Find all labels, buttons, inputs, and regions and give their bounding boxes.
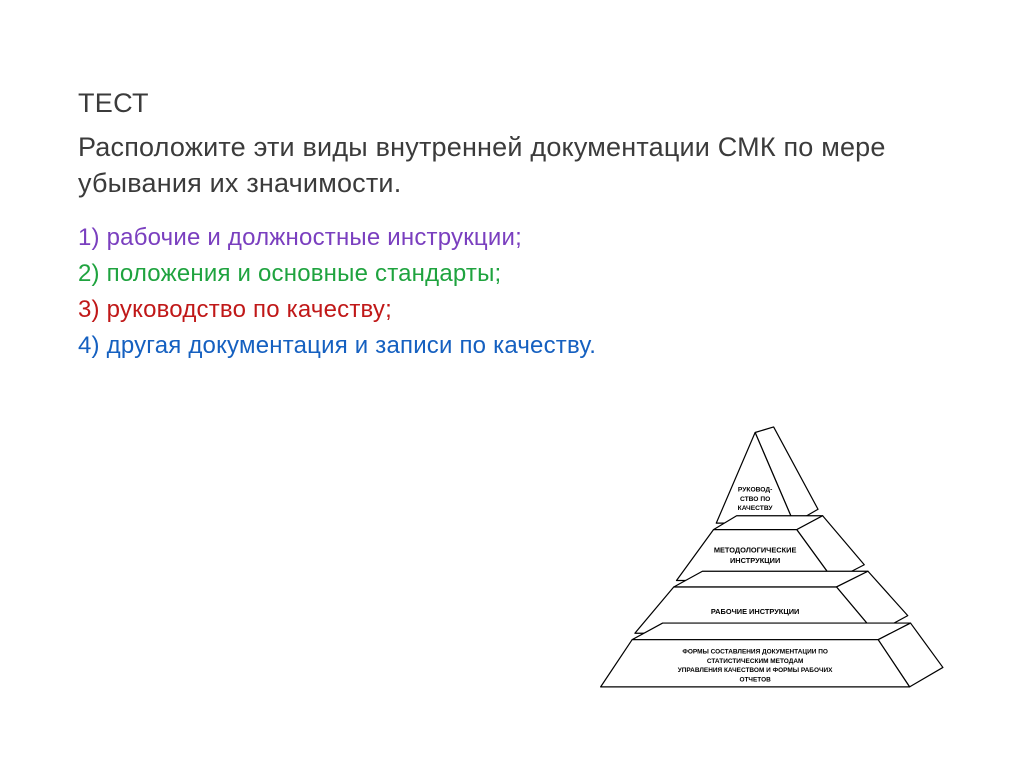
pyramid-level-label: РУКОВОД-СТВО ПОКАЧЕСТВУ [738, 487, 774, 513]
option-number: 2) [78, 260, 100, 287]
option-item: 2) положения и основные стандарты; [78, 256, 964, 292]
option-text: рабочие и должностные инструкции; [100, 224, 522, 251]
pyramid-level: ФОРМЫ СОСТАВЛЕНИЯ ДОКУМЕНТАЦИИ ПОСТАТИСТ… [601, 623, 943, 687]
option-number: 1) [78, 224, 100, 251]
option-number: 4) [78, 332, 100, 359]
option-text: руководство по качеству; [100, 296, 392, 323]
option-text: другая документация и записи по качеству… [100, 332, 596, 359]
option-item: 3) руководство по качеству; [78, 292, 964, 328]
option-item: 4) другая документация и записи по качес… [78, 328, 964, 364]
pyramid-level-label: РАБОЧИЕ ИНСТРУКЦИИ [711, 607, 799, 616]
option-number: 3) [78, 296, 100, 323]
slide-subtitle: Расположите эти виды внутренней документ… [78, 129, 964, 202]
slide-title: ТЕСТ [78, 88, 964, 119]
pyramid-level: РУКОВОД-СТВО ПОКАЧЕСТВУ [716, 427, 818, 523]
option-text: положения и основные стандарты; [100, 260, 502, 287]
slide: ТЕСТ Расположите эти виды внутренней док… [0, 0, 1024, 767]
options-list: 1) рабочие и должностные инструкции;2) п… [78, 220, 964, 364]
option-item: 1) рабочие и должностные инструкции; [78, 220, 964, 256]
pyramid-svg: РУКОВОД-СТВО ПОКАЧЕСТВУМЕТОДОЛОГИЧЕСКИЕИ… [584, 412, 954, 712]
pyramid-diagram: РУКОВОД-СТВО ПОКАЧЕСТВУМЕТОДОЛОГИЧЕСКИЕИ… [584, 412, 954, 712]
